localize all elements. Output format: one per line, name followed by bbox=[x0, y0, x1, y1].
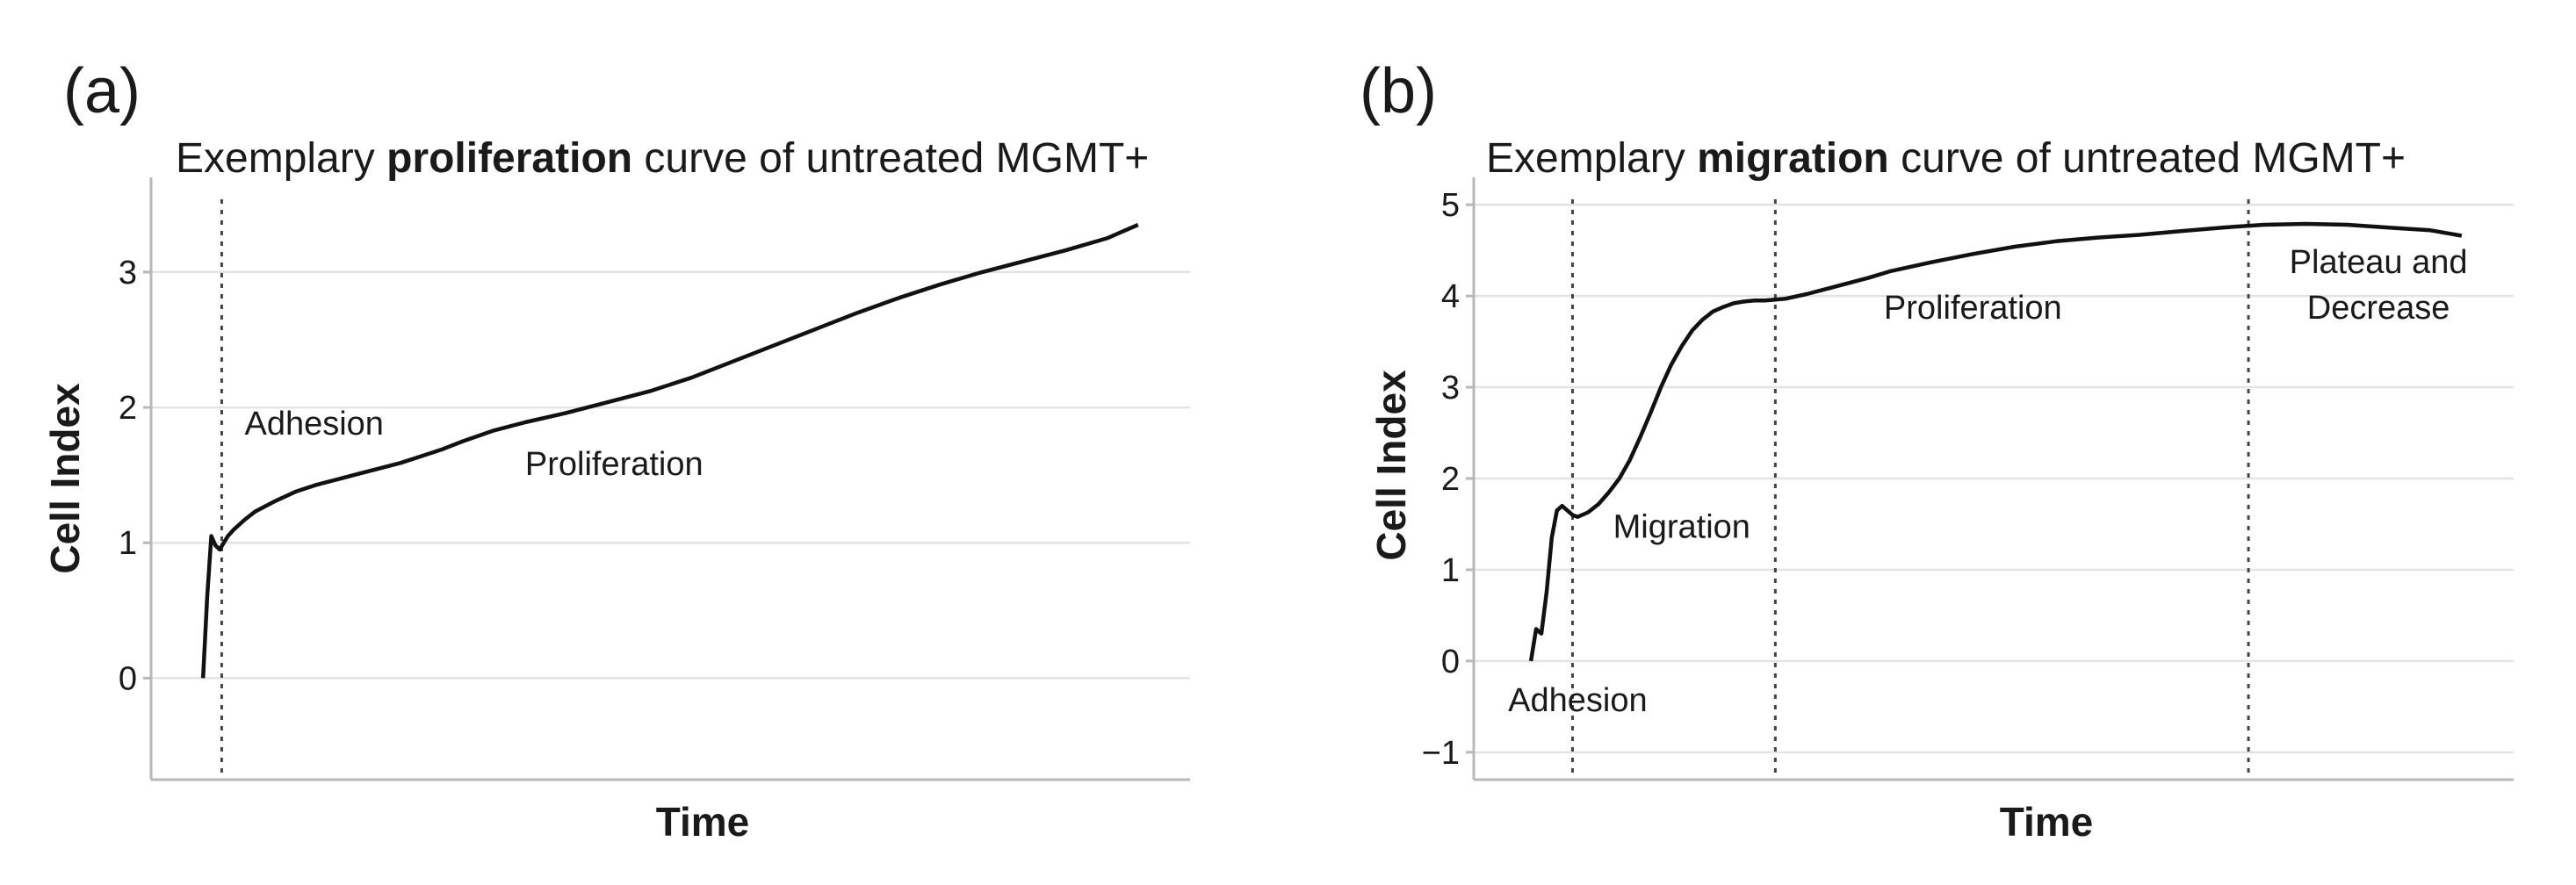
panel-b-y-tick-label: −1 bbox=[1422, 735, 1460, 772]
panel-a-title: Exemplary proliferation curve of untreat… bbox=[176, 135, 1149, 182]
panel-b-y-tick-label: 5 bbox=[1441, 187, 1460, 224]
panel-a-label: (a) bbox=[63, 56, 141, 126]
panel-a-y-label: Cell Index bbox=[42, 383, 88, 574]
panel-b-title-bold: migration bbox=[1697, 135, 1889, 182]
panel-a-title-pre: Exemplary bbox=[176, 135, 386, 182]
panel-b-title-pre: Exemplary bbox=[1486, 135, 1697, 182]
panel-a-y-tick-label: 3 bbox=[119, 255, 137, 291]
panel-b-annotation: Adhesion bbox=[1508, 682, 1647, 719]
panel-b-title: Exemplary migration curve of untreated M… bbox=[1486, 135, 2406, 182]
panel-a-annotation: Proliferation bbox=[525, 446, 704, 483]
panel-a-y-ticks: 0 1 2 3 bbox=[119, 255, 151, 697]
panel-b-series-line bbox=[1528, 221, 2463, 662]
panel-a: (a) Exemplary proliferation curve of unt… bbox=[42, 56, 1190, 845]
panel-b-gridlines bbox=[1474, 203, 2514, 754]
panel-a-y-tick-label: 1 bbox=[119, 525, 137, 562]
panel-b-phase-lines bbox=[1570, 199, 2250, 780]
panel-a-title-bold: proliferation bbox=[386, 135, 632, 182]
panel-b-y-label: Cell Index bbox=[1368, 370, 1414, 561]
panel-a-y-tick-label: 0 bbox=[119, 660, 137, 697]
panel-b-annotation: Decrease bbox=[2307, 290, 2450, 327]
panel-a-y-tick-label: 2 bbox=[119, 390, 137, 427]
panel-a-annotation: Adhesion bbox=[244, 406, 383, 442]
panel-a-gridlines bbox=[151, 270, 1190, 680]
panel-a-series-line bbox=[200, 222, 1139, 679]
panel-b-annotation: Proliferation bbox=[1884, 290, 2062, 327]
panel-a-x-label: Time bbox=[656, 799, 750, 845]
panel-b-label: (b) bbox=[1360, 56, 1437, 126]
panel-b-y-tick-label: 2 bbox=[1441, 461, 1460, 498]
panel-a-annotations: Adhesion Proliferation bbox=[244, 406, 703, 483]
panel-b-annotation: Migration bbox=[1613, 509, 1750, 546]
panel-b-title-post: curve of untreated MGMT+ bbox=[1889, 135, 2406, 182]
panel-b-x-label: Time bbox=[2000, 799, 2094, 845]
panel-b-y-tick-label: 4 bbox=[1441, 278, 1460, 315]
panel-b-y-tick-label: 1 bbox=[1441, 552, 1460, 589]
panel-b-annotations: Adhesion Migration Proliferation Plateau an… bbox=[1508, 244, 2467, 719]
panel-b-y-ticks: −1 0 1 2 3 4 5 bbox=[1422, 187, 1474, 772]
panel-b: (b) Exemplary migration curve of untreat… bbox=[1360, 56, 2514, 845]
panel-a-title-post: curve of untreated MGMT+ bbox=[632, 135, 1149, 182]
panel-b-y-tick-label: 3 bbox=[1441, 370, 1460, 407]
panel-b-y-tick-label: 0 bbox=[1441, 644, 1460, 680]
panel-b-annotation: Plateau and bbox=[2290, 244, 2468, 281]
